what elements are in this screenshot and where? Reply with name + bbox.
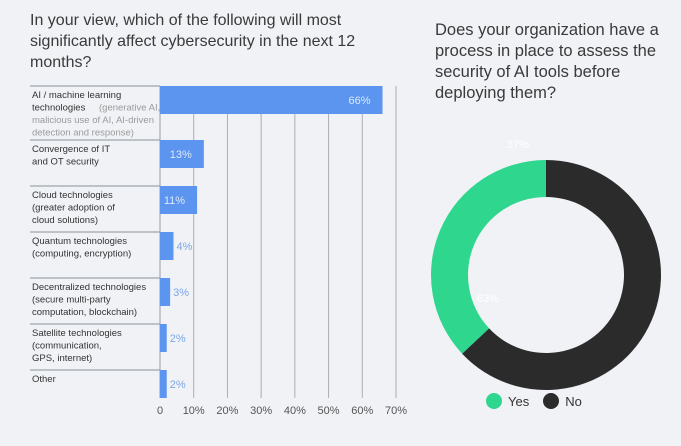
category-label: Cloud technologies bbox=[32, 190, 113, 201]
donut-legend: Yes No bbox=[486, 393, 582, 409]
bar-data-label: 11% bbox=[164, 195, 185, 207]
category-sublabel: malicious use of AI, AI-driven bbox=[32, 115, 154, 126]
category-sublabel: detection and response) bbox=[32, 128, 134, 139]
category-sublabel: (generative AI, bbox=[99, 103, 160, 114]
bar bbox=[160, 278, 171, 306]
x-tick-label: 60% bbox=[351, 405, 373, 417]
category-label: Convergence of IT bbox=[32, 144, 110, 155]
donut-slice-yes bbox=[430, 159, 546, 354]
category-label: (greater adoption of bbox=[32, 203, 115, 214]
legend-label-no: No bbox=[565, 393, 582, 409]
category-label: Satellite technologies bbox=[32, 328, 122, 339]
x-tick-label: 40% bbox=[284, 405, 306, 417]
category-label: (communication, bbox=[32, 341, 102, 352]
category-label: Quantum technologies bbox=[32, 236, 127, 247]
legend-item-no: No bbox=[543, 393, 582, 409]
category-label: AI / machine learning bbox=[32, 90, 121, 101]
bar-data-label: 3% bbox=[173, 287, 189, 299]
donut-label-no: 63% bbox=[477, 293, 499, 305]
category-label: technologies bbox=[32, 103, 86, 114]
legend-label-yes: Yes bbox=[508, 393, 530, 409]
donut-slice-no bbox=[462, 160, 661, 390]
bar bbox=[160, 140, 204, 168]
bar bbox=[160, 86, 383, 114]
category-label: (secure multi-party bbox=[32, 295, 111, 306]
bar bbox=[160, 186, 198, 214]
category-label: (computing, encryption) bbox=[32, 249, 131, 260]
category-label: GPS, internet) bbox=[32, 353, 92, 364]
x-tick-label: 30% bbox=[250, 405, 272, 417]
legend-swatch-no bbox=[543, 393, 560, 409]
bar-chart-title: In your view, which of the following wil… bbox=[30, 12, 356, 71]
bar-data-label: 2% bbox=[170, 333, 186, 345]
category-label: cloud solutions) bbox=[32, 215, 98, 226]
bar bbox=[160, 232, 174, 260]
donut-label-yes: 37% bbox=[507, 139, 529, 151]
x-tick-label: 10% bbox=[183, 405, 205, 417]
x-tick-label: 0 bbox=[157, 405, 163, 417]
bar bbox=[160, 370, 167, 398]
category-label: Other bbox=[32, 374, 56, 385]
x-tick-label: 50% bbox=[318, 405, 340, 417]
bar-data-label: 2% bbox=[170, 379, 186, 391]
category-label: and OT security bbox=[32, 157, 99, 168]
x-tick-label: 20% bbox=[216, 405, 238, 417]
bar-data-label: 13% bbox=[170, 149, 192, 161]
category-label: Decentralized technologies bbox=[32, 282, 146, 293]
x-tick-label: 70% bbox=[385, 405, 407, 417]
bar-data-label: 4% bbox=[176, 241, 192, 253]
category-label: computation, blockchain) bbox=[32, 307, 137, 318]
legend-swatch-yes bbox=[486, 393, 502, 409]
legend-item-yes: Yes bbox=[486, 393, 529, 409]
bar bbox=[160, 324, 167, 352]
bar-data-label: 66% bbox=[348, 95, 370, 107]
donut-chart-title: Does your organization have a process in… bbox=[435, 21, 659, 102]
